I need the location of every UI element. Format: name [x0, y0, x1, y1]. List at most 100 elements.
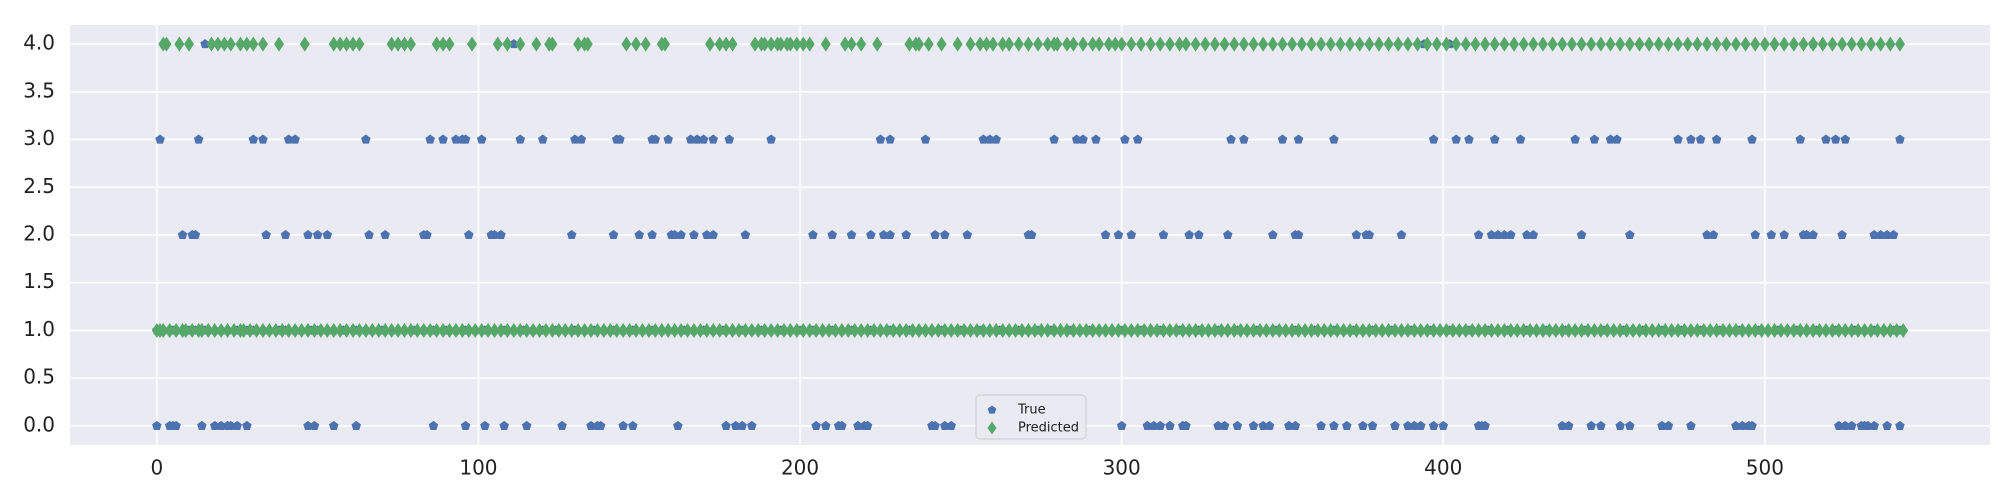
true-point [837, 420, 847, 430]
predicted-point [1763, 322, 1774, 338]
true-point [557, 420, 567, 430]
predicted-point [1229, 36, 1240, 52]
predicted-point [663, 322, 674, 338]
true-point [1576, 230, 1587, 240]
predicted-point [1197, 322, 1208, 338]
predicted-point [1467, 322, 1478, 338]
predicted-point [1357, 322, 1368, 338]
predicted-point [1801, 322, 1812, 338]
predicted-point [1010, 322, 1021, 338]
true-point [634, 230, 644, 240]
predicted-point [1431, 36, 1442, 52]
true-point [730, 420, 741, 430]
predicted-point [997, 322, 1008, 338]
true-point [724, 134, 735, 144]
y-tick-label: 0.0 [23, 412, 55, 436]
true-point [1132, 134, 1143, 144]
true-point [460, 420, 471, 430]
predicted-point [872, 36, 883, 52]
predicted-point [1808, 36, 1819, 52]
true-point [258, 134, 268, 144]
predicted-point [354, 322, 365, 338]
predicted-point [1110, 36, 1121, 52]
predicted-point [1570, 322, 1581, 338]
predicted-point [669, 322, 680, 338]
legend-predicted-marker [987, 421, 997, 435]
predicted-point [952, 36, 963, 52]
true-point [885, 134, 895, 144]
true-point [885, 230, 895, 240]
predicted-point [952, 322, 963, 338]
predicted-point [1222, 322, 1233, 338]
true-point [1747, 420, 1757, 430]
predicted-point [1782, 322, 1793, 338]
predicted-point [283, 322, 294, 338]
legend-true-label: True [1017, 403, 1046, 418]
predicted-point [840, 36, 851, 52]
predicted-point [869, 322, 880, 338]
predicted-point [257, 36, 268, 52]
predicted-point [1052, 36, 1063, 52]
true-point [1403, 420, 1413, 430]
predicted-point [904, 36, 915, 52]
predicted-point [1698, 322, 1709, 338]
predicted-point [302, 322, 313, 338]
predicted-point [856, 322, 867, 338]
predicted-point [1576, 322, 1587, 338]
true-point [1219, 420, 1230, 430]
predicted-point [1370, 322, 1381, 338]
predicted-point [1068, 322, 1079, 338]
true-point [1155, 420, 1166, 430]
true-point [499, 420, 509, 430]
true-point [1731, 420, 1741, 430]
true-point [1612, 134, 1622, 144]
predicted-point [1817, 36, 1828, 52]
predicted-point [1345, 36, 1355, 52]
predicted-point [431, 322, 442, 338]
predicted-point [1537, 322, 1548, 338]
predicted-point [1354, 36, 1365, 52]
predicted-point [1872, 322, 1883, 338]
predicted-point [1180, 36, 1191, 52]
predicted-point [393, 36, 404, 52]
true-point [1766, 230, 1777, 240]
predicted-point [785, 322, 796, 338]
predicted-point [1891, 322, 1902, 338]
true-point [1473, 230, 1484, 240]
predicted-point [1595, 36, 1606, 52]
predicted-point [1827, 322, 1838, 338]
predicted-point [1814, 322, 1825, 338]
x-tick-label: 0 [150, 456, 163, 480]
predicted-point [1004, 322, 1015, 338]
predicted-point [1373, 36, 1384, 52]
predicted-point [1460, 36, 1471, 52]
true-point [866, 230, 876, 240]
true-point [1750, 230, 1760, 240]
predicted-point [1640, 322, 1651, 338]
predicted-point [1853, 322, 1864, 338]
predicted-point [727, 322, 738, 338]
true-point [515, 134, 526, 144]
predicted-point [1164, 322, 1175, 338]
predicted-point [1402, 322, 1413, 338]
predicted-point [1878, 322, 1889, 338]
predicted-point [727, 36, 738, 52]
legend-true-marker [987, 405, 997, 414]
predicted-point [515, 36, 526, 52]
predicted-point [798, 36, 809, 52]
predicted-point [158, 322, 169, 338]
true-point [1268, 230, 1278, 240]
predicted-point [1730, 36, 1741, 52]
true-point [1248, 420, 1259, 430]
predicted-point [1435, 322, 1446, 338]
true-point [702, 230, 712, 240]
predicted-point [750, 36, 761, 52]
predicted-point [1480, 36, 1491, 52]
true-point [438, 134, 448, 144]
predicted-point [566, 322, 577, 338]
predicted-point [920, 322, 931, 338]
true-point [193, 134, 204, 144]
predicted-point [1254, 322, 1265, 338]
predicted-point [393, 322, 404, 338]
true-point [689, 230, 699, 240]
